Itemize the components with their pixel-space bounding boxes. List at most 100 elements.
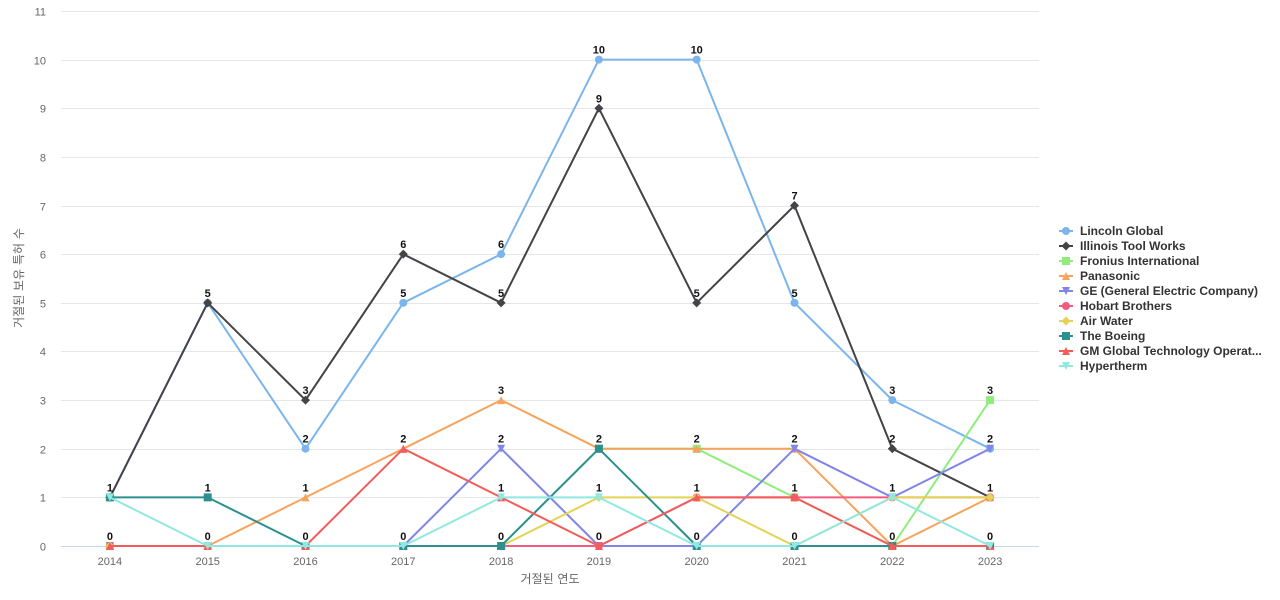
data-point — [301, 542, 310, 550]
x-tick-label: 2017 — [391, 556, 415, 568]
data-point — [986, 396, 995, 405]
legend-item[interactable]: Panasonic — [1059, 269, 1140, 283]
x-tick-label: 2016 — [293, 556, 317, 568]
data-point — [692, 542, 701, 550]
x-tick-label: 2014 — [98, 556, 122, 568]
data-point — [105, 493, 114, 502]
data-point — [692, 298, 702, 308]
legend-label: Hobart Brothers — [1080, 299, 1172, 313]
data-label: 0 — [205, 531, 211, 543]
legend-label: Hypertherm — [1080, 359, 1147, 373]
data-label: 2 — [791, 434, 797, 446]
data-label: 2 — [987, 434, 993, 446]
legend-label: Fronius International — [1080, 254, 1199, 268]
data-label: 0 — [596, 531, 602, 543]
series-4 — [105, 396, 995, 550]
data-label: 0 — [498, 531, 504, 543]
legend-label: GM Global Technology Operat... — [1080, 344, 1262, 358]
x-tick-label: 2023 — [978, 556, 1002, 568]
grid-lines — [61, 11, 1039, 498]
data-point — [790, 298, 799, 307]
legend-symbol — [1062, 257, 1070, 265]
data-label: 2 — [498, 434, 504, 446]
legend-label: The Boeing — [1080, 329, 1145, 343]
y-tick-label: 3 — [40, 396, 46, 408]
data-point — [790, 201, 799, 211]
legend-item[interactable]: GE (General Electric Company) — [1059, 284, 1258, 298]
data-point — [203, 542, 212, 550]
data-point — [986, 444, 995, 453]
legend-item[interactable]: Hobart Brothers — [1059, 299, 1172, 313]
legend-label: GE (General Electric Company) — [1080, 284, 1258, 298]
data-label: 10 — [691, 45, 703, 57]
y-tick-label: 6 — [40, 250, 46, 262]
data-point — [203, 493, 212, 502]
data-point — [301, 444, 310, 453]
data-label: 2 — [302, 434, 308, 446]
data-label: 2 — [400, 434, 406, 446]
data-point — [497, 396, 506, 405]
data-label: 1 — [987, 482, 993, 494]
x-tick-label: 2019 — [587, 556, 611, 568]
data-point — [594, 103, 604, 113]
series-line — [108, 399, 992, 547]
y-tick-label: 9 — [40, 104, 46, 116]
data-point — [790, 542, 799, 550]
y-axis-ticks: 0 1 2 3 4 5 6 7 8 9 10 11 — [34, 7, 46, 554]
y-tick-label: 2 — [40, 445, 46, 457]
data-point — [692, 444, 701, 453]
data-label: 3 — [498, 385, 504, 397]
legend-symbol — [1062, 347, 1070, 355]
data-label: 6 — [498, 239, 504, 251]
data-point — [692, 55, 701, 64]
data-point — [399, 298, 408, 307]
legend-item[interactable]: Lincoln Global — [1059, 224, 1163, 238]
series-line — [108, 58, 992, 499]
data-label: 5 — [498, 288, 504, 300]
data-point — [497, 493, 506, 502]
data-point — [790, 493, 799, 502]
data-point — [301, 395, 310, 405]
legend-label: Illinois Tool Works — [1080, 239, 1186, 253]
series-2 — [105, 103, 995, 502]
data-point — [692, 493, 701, 502]
data-point — [105, 542, 114, 550]
y-tick-label: 8 — [40, 153, 46, 165]
series-3 — [105, 396, 995, 550]
legend-item[interactable]: The Boeing — [1059, 329, 1145, 343]
data-label: 2 — [596, 434, 602, 446]
data-label: 1 — [302, 482, 308, 494]
series-1 — [105, 55, 995, 502]
data-point — [497, 250, 506, 259]
data-point — [398, 249, 408, 259]
legend-item[interactable]: GM Global Technology Operat... — [1059, 344, 1262, 358]
y-tick-label: 4 — [40, 347, 46, 359]
data-label: 3 — [889, 385, 895, 397]
x-axis-ticks: 2014 2015 2016 2017 2018 2019 2020 2021 2022 2023 — [98, 556, 1003, 568]
data-label: 1 — [205, 482, 211, 494]
data-label: 1 — [107, 482, 113, 494]
data-label: 0 — [889, 531, 895, 543]
data-label: 1 — [694, 482, 700, 494]
data-label: 7 — [791, 191, 797, 203]
legend-label: Panasonic — [1080, 269, 1140, 283]
data-label: 0 — [987, 531, 993, 543]
legend-item[interactable]: Air Water — [1059, 314, 1133, 328]
data-point — [888, 396, 897, 405]
legend-item[interactable]: Illinois Tool Works — [1059, 239, 1186, 253]
data-point — [790, 444, 799, 453]
data-point — [497, 542, 506, 550]
y-tick-label: 5 — [40, 299, 46, 311]
legend-item[interactable]: Fronius International — [1059, 254, 1199, 268]
data-label: 6 — [400, 239, 406, 251]
legend-item[interactable]: Hypertherm — [1059, 359, 1147, 373]
data-point — [497, 444, 506, 453]
data-label: 5 — [791, 288, 797, 300]
data-point — [594, 542, 603, 550]
data-point — [399, 444, 408, 453]
data-labels: 1051032106520653210109210105210752103210… — [107, 45, 993, 543]
data-label: 10 — [593, 45, 605, 57]
data-point — [301, 493, 310, 502]
data-point — [496, 298, 506, 308]
y-axis-title: 거절된 보유 특허 수 — [12, 228, 26, 328]
